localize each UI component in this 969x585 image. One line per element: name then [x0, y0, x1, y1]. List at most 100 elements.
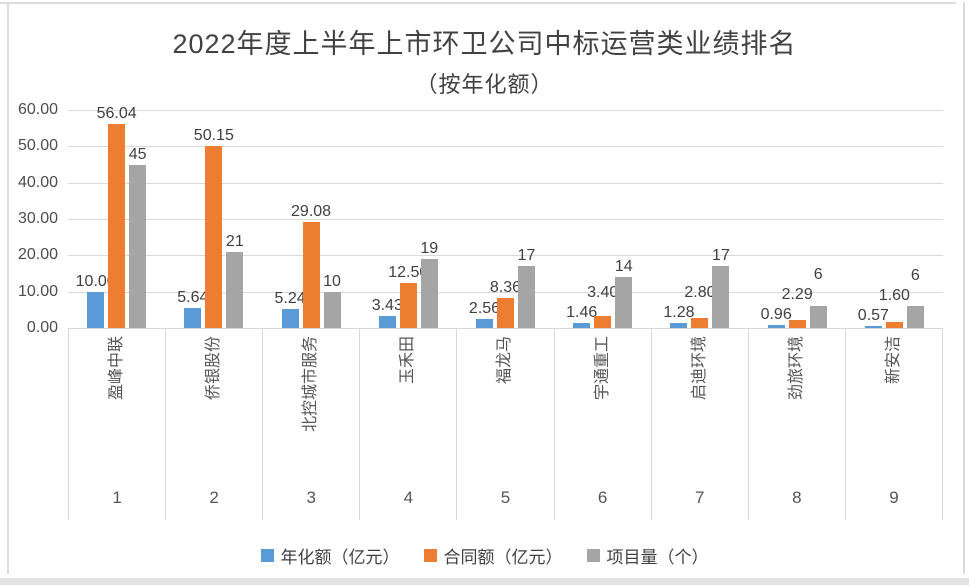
- rank-label: 9: [889, 488, 899, 507]
- chart-border-top: [0, 2, 956, 4]
- bar-value-label: 17: [517, 247, 536, 265]
- gridline: [68, 110, 943, 111]
- bar-group: 3.43 12.50 19: [360, 110, 457, 328]
- bar: 1.60: [879, 287, 910, 328]
- bar-value-label: 5.24: [274, 289, 306, 307]
- y-tick-label: 40.00: [17, 173, 58, 191]
- rank-label: 4: [403, 488, 414, 507]
- bar: 6: [906, 267, 924, 328]
- gridline: [68, 146, 943, 148]
- legend-label: 项目量（个）: [606, 548, 709, 567]
- bar-value-label: 21: [225, 232, 244, 250]
- company-name-label: 盈峰中联: [108, 336, 126, 401]
- bar-group: 0.57 1.60 6: [846, 110, 943, 328]
- bar: 17: [518, 247, 535, 328]
- rank-label: 3: [306, 488, 316, 507]
- bar: 10.00: [76, 273, 116, 328]
- bar-value-label: 12.50: [388, 263, 429, 281]
- legend-item: 项目量（个）: [586, 543, 709, 568]
- legend-swatch: [260, 549, 274, 562]
- bar-value-label: 1.46: [566, 303, 598, 321]
- category-cell: 盈峰中联 1: [68, 328, 165, 520]
- bar: 2.80: [684, 284, 716, 328]
- category-cell: 启迪环境 7: [650, 328, 748, 520]
- chart-border-bottom: [0, 578, 969, 585]
- bar: 3.40: [587, 284, 618, 328]
- bar: 0.96: [761, 306, 792, 328]
- bar: 5.64: [177, 289, 208, 328]
- category-cell: 北控城市服务 3: [262, 328, 359, 520]
- gridline: [68, 255, 943, 257]
- bar: 12.50: [388, 264, 428, 328]
- company-name-label: 侨银股份: [205, 336, 223, 401]
- bar-value-label: 6: [910, 266, 920, 284]
- company-name-label: 启迪环境: [690, 336, 708, 401]
- bar-value-label: 2.56: [468, 299, 501, 317]
- category-cell: 玉禾田 4: [359, 328, 456, 520]
- company-name-label: 福龙马: [496, 336, 514, 385]
- bar-value-label: 5.64: [177, 288, 209, 306]
- rank-label: 2: [209, 488, 219, 507]
- bar: 5.24: [274, 290, 306, 328]
- bar-value-label: 29.08: [291, 203, 332, 221]
- bar-value-label: 3.43: [371, 296, 403, 314]
- bar: 10: [323, 273, 341, 328]
- company-name-label: 宇通重工: [593, 336, 611, 401]
- bar-value-label: 19: [420, 239, 439, 257]
- bar-value-label: 6: [813, 265, 823, 283]
- y-tick-label: 30.00: [17, 210, 58, 227]
- bar-value-label: 1.28: [663, 304, 695, 322]
- legend-swatch: [586, 549, 600, 562]
- category-cell: 劲旅环境 8: [747, 328, 845, 520]
- company-name-label: 劲旅环境: [787, 336, 805, 401]
- bar-value-label: 10.00: [75, 272, 116, 290]
- bar-group: 10.00 56.04 45: [68, 105, 165, 328]
- category-cell: 侨银股份 2: [165, 328, 262, 520]
- legend: 年化额（亿元） 合同额（亿元） 项目量（个）: [0, 543, 969, 568]
- y-tick-label: 50.00: [17, 137, 58, 155]
- gridline: [68, 219, 943, 220]
- bar: 56.04: [97, 105, 137, 328]
- bar-group: 5.64 50.15 21: [165, 110, 262, 328]
- bar-value-label: 10: [323, 272, 341, 290]
- bar-value-label: 14: [614, 258, 633, 276]
- legend-label: 合同额（亿元）: [443, 548, 563, 567]
- bar: 21: [226, 233, 244, 328]
- bar-group: 5.24 29.08 10: [262, 110, 359, 328]
- y-tick-label: 20.00: [17, 246, 58, 264]
- bar-group: 1.28 2.80 17: [651, 110, 748, 328]
- category-cell: 福龙马 5: [456, 328, 553, 520]
- bar-value-label: 2.29: [781, 285, 813, 303]
- bar-value-label: 2.80: [684, 284, 716, 302]
- company-name-label: 玉禾田: [399, 336, 417, 385]
- y-tick-label: 10.00: [17, 282, 58, 300]
- bar-value-label: 17: [712, 247, 730, 265]
- rank-label: 8: [792, 488, 802, 507]
- bar: 2.29: [782, 286, 813, 328]
- bar-value-label: 50.15: [193, 126, 234, 144]
- category-cell: 宇通重工 6: [553, 328, 651, 520]
- chart-border-left: [7, 2, 9, 574]
- bar: 29.08: [291, 203, 331, 328]
- company-name-label: 新安洁: [884, 336, 902, 385]
- bar: 0.57: [858, 307, 889, 328]
- rank-label: 6: [597, 488, 608, 507]
- chart-border-right: [963, 2, 965, 574]
- bar: 45: [129, 146, 147, 328]
- bar-value-label: 0.57: [857, 306, 889, 324]
- company-name-label: 北控城市服务: [302, 336, 320, 433]
- chart-title: 2022年度上半年上市环卫公司中标运营类业绩排名: [172, 29, 797, 59]
- bar: 19: [420, 240, 438, 328]
- bar-value-label: 8.36: [489, 278, 522, 296]
- bar: 6: [809, 266, 827, 328]
- bar: 8.36: [490, 279, 521, 328]
- bar: 2.56: [469, 300, 500, 328]
- bar-value-label: 45: [128, 145, 147, 163]
- legend-item: 年化额（亿元）: [260, 543, 400, 568]
- bar: 17: [712, 247, 730, 328]
- legend-label: 年化额（亿元）: [280, 548, 400, 567]
- y-tick-label: 0.00: [26, 319, 58, 336]
- legend-swatch: [423, 549, 437, 562]
- bar: 1.28: [663, 304, 695, 328]
- bar: 14: [615, 258, 633, 328]
